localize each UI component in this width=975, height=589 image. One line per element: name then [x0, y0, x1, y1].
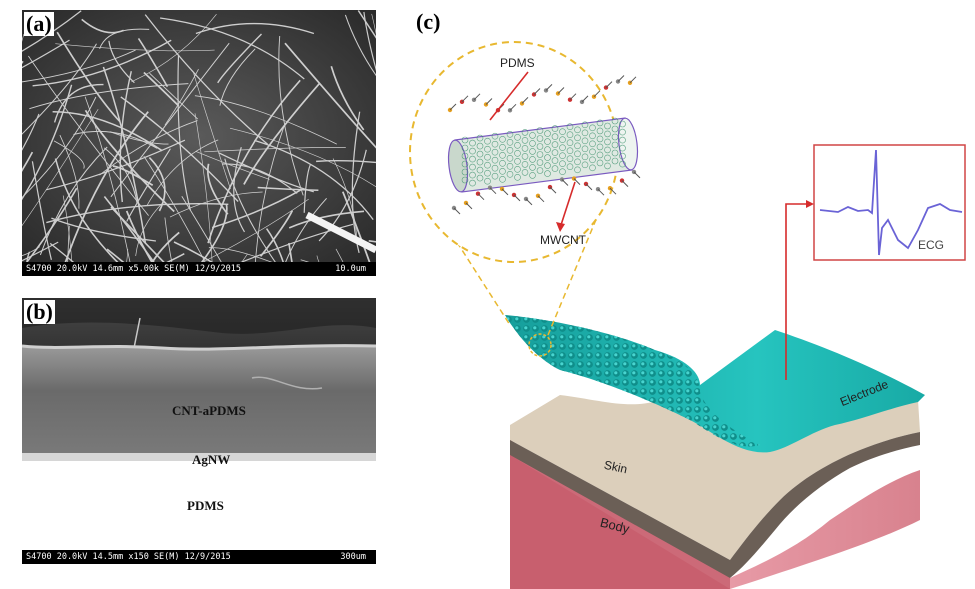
skin-label: Skin [602, 457, 629, 477]
ecg-label: ECG [918, 238, 945, 252]
skin-edge [510, 432, 920, 578]
electrode-film [505, 315, 925, 453]
skin-layer [510, 395, 920, 560]
sem-image-b: CNT-aPDMS AgNW PDMS S4700 20.0kV 14.5mm … [22, 298, 376, 564]
callout-pdms: PDMS [500, 56, 535, 70]
panel-label-a: (a) [24, 11, 54, 36]
cross-section [22, 298, 376, 550]
layer-label-agnw: AgNW [192, 452, 231, 467]
sem-metadata-a: S4700 20.0kV 14.6mm x5.00k SE(M) 12/9/20… [26, 264, 241, 274]
scale-bar-label-b: 300um [340, 552, 366, 562]
sem-image-a: S4700 20.0kV 14.6mm x5.00k SE(M) 12/9/20… [22, 10, 376, 276]
sem-info-bar-b: S4700 20.0kV 14.5mm x150 SE(M) 12/9/2015… [22, 550, 376, 564]
nanowire-network [22, 10, 376, 262]
thick-wire [305, 211, 376, 254]
panel-label-c: (c) [414, 9, 443, 34]
electrode-label: Electrode [838, 377, 891, 409]
panel-label-b: (b) [24, 299, 55, 324]
zoom-circle [409, 41, 619, 263]
layer-label-pdms: PDMS [187, 498, 224, 513]
body-label: Body [598, 514, 632, 537]
body-block-side [730, 470, 920, 589]
electrode-bumpy-underside [505, 315, 760, 447]
scale-bar-label-a: 10.0um [335, 264, 366, 274]
sem-metadata-b: S4700 20.0kV 14.5mm x150 SE(M) 12/9/2015 [26, 552, 231, 562]
callout-mwcnt: MWCNT [540, 233, 586, 247]
layer-label-cnt-apdms: CNT-aPDMS [172, 403, 246, 418]
sem-info-bar-a: S4700 20.0kV 14.6mm x5.00k SE(M) 12/9/20… [22, 262, 376, 276]
mwcnt-nanotube [447, 75, 641, 215]
